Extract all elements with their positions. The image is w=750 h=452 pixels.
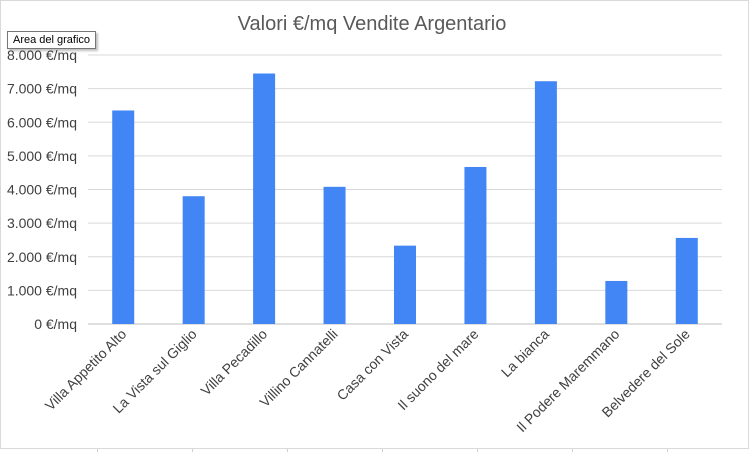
bar[interactable]	[253, 73, 276, 325]
y-tick-label: 0 €/mq	[34, 316, 77, 332]
bar[interactable]	[394, 245, 416, 324]
y-tick-label: 4.000 €/mq	[7, 182, 77, 198]
bar[interactable]	[182, 196, 205, 324]
chart-area-tooltip: Area del grafico	[7, 31, 97, 49]
bottom-edge-ticks	[0, 448, 750, 452]
bar[interactable]	[464, 166, 487, 324]
x-tick-label: La bianca	[498, 326, 552, 380]
y-axis-tick-labels: 0 €/mq 1.000 €/mq 2.000 €/mq 3.000 €/mq 4.00…	[7, 47, 77, 332]
x-tick-label: Villa Pecadillo	[197, 326, 270, 399]
bars	[112, 73, 698, 325]
y-tick-label: 1.000 €/mq	[7, 282, 77, 298]
bar[interactable]	[675, 237, 698, 324]
y-tick-label: 6.000 €/mq	[7, 114, 77, 130]
x-tick-label: Villino Cannatelli	[256, 326, 340, 410]
y-tick-label: 2.000 €/mq	[7, 249, 77, 265]
x-tick-label: Casa con Vista	[333, 326, 411, 404]
bar[interactable]	[534, 81, 557, 324]
bar[interactable]	[605, 280, 628, 324]
bar[interactable]	[323, 186, 346, 324]
chart-title: Valori €/mq Vendite Argentario	[238, 13, 507, 35]
y-tick-label: 5.000 €/mq	[7, 148, 77, 164]
y-tick-label: 7.000 €/mq	[7, 81, 77, 97]
bar[interactable]	[112, 110, 135, 324]
y-tick-label: 8.000 €/mq	[7, 47, 77, 63]
y-tick-label: 3.000 €/mq	[7, 215, 77, 231]
